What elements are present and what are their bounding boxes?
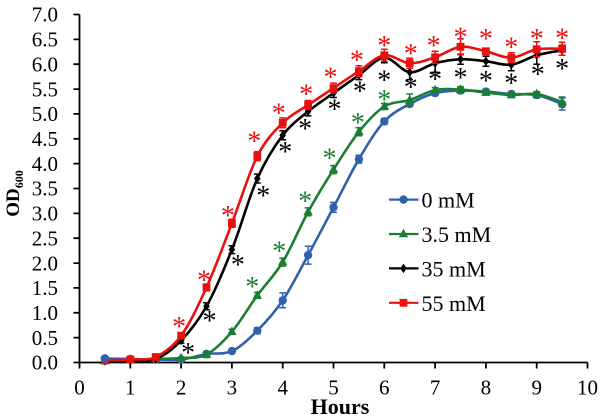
svg-text:*: * bbox=[377, 31, 391, 62]
svg-text:*: * bbox=[299, 80, 313, 111]
svg-text:7: 7 bbox=[430, 376, 441, 400]
svg-text:3.0: 3.0 bbox=[32, 202, 58, 226]
svg-text:*: * bbox=[454, 63, 468, 94]
svg-text:Hours: Hours bbox=[311, 394, 370, 419]
svg-text:3.5: 3.5 bbox=[32, 177, 58, 201]
svg-text:*: * bbox=[247, 127, 261, 158]
svg-text:0: 0 bbox=[74, 376, 85, 400]
svg-text:*: * bbox=[278, 137, 292, 168]
svg-text:55 mM: 55 mM bbox=[422, 291, 486, 316]
svg-text:6: 6 bbox=[379, 376, 390, 400]
svg-text:*: * bbox=[181, 338, 195, 369]
svg-text:*: * bbox=[555, 54, 569, 85]
svg-text:*: * bbox=[479, 24, 493, 55]
svg-text:5.5: 5.5 bbox=[32, 77, 58, 101]
svg-text:*: * bbox=[324, 63, 338, 94]
svg-text:*: * bbox=[351, 108, 365, 139]
svg-text:2: 2 bbox=[176, 376, 187, 400]
svg-text:2.5: 2.5 bbox=[32, 226, 58, 250]
svg-text:*: * bbox=[272, 237, 286, 268]
svg-text:*: * bbox=[231, 250, 245, 281]
svg-text:3: 3 bbox=[227, 376, 238, 400]
svg-text:*: * bbox=[353, 77, 367, 108]
svg-text:*: * bbox=[454, 22, 468, 53]
svg-text:0.5: 0.5 bbox=[32, 326, 58, 350]
svg-text:1.0: 1.0 bbox=[32, 301, 58, 325]
svg-text:6.0: 6.0 bbox=[32, 52, 58, 76]
svg-text:9: 9 bbox=[531, 376, 542, 400]
svg-text:1.5: 1.5 bbox=[32, 276, 58, 300]
svg-text:*: * bbox=[245, 272, 259, 303]
svg-text:*: * bbox=[530, 24, 544, 55]
svg-text:*: * bbox=[479, 66, 493, 97]
svg-text:0.0: 0.0 bbox=[32, 351, 58, 375]
svg-text:1: 1 bbox=[125, 376, 136, 400]
svg-text:*: * bbox=[428, 64, 442, 95]
svg-text:*: * bbox=[504, 32, 518, 63]
svg-text:5.0: 5.0 bbox=[32, 102, 58, 126]
svg-text:*: * bbox=[203, 306, 217, 337]
svg-text:8: 8 bbox=[481, 376, 492, 400]
svg-text:35 mM: 35 mM bbox=[422, 256, 486, 281]
svg-text:2.0: 2.0 bbox=[32, 251, 58, 275]
svg-text:4.5: 4.5 bbox=[32, 127, 58, 151]
svg-text:*: * bbox=[256, 181, 270, 212]
svg-text:*: * bbox=[531, 59, 545, 90]
svg-text:*: * bbox=[377, 85, 391, 116]
svg-text:*: * bbox=[328, 95, 342, 126]
svg-text:*: * bbox=[221, 201, 235, 232]
svg-text:0 mM: 0 mM bbox=[422, 188, 475, 213]
svg-text:4: 4 bbox=[277, 376, 288, 400]
svg-text:*: * bbox=[298, 114, 312, 145]
svg-text:*: * bbox=[298, 186, 312, 217]
svg-text:*: * bbox=[504, 68, 518, 99]
svg-text:4.0: 4.0 bbox=[32, 152, 58, 176]
svg-text:*: * bbox=[172, 312, 186, 343]
svg-text:*: * bbox=[323, 144, 337, 175]
svg-text:7.0: 7.0 bbox=[32, 3, 58, 27]
svg-text:*: * bbox=[272, 98, 286, 129]
svg-text:5: 5 bbox=[328, 376, 339, 400]
svg-text:*: * bbox=[377, 65, 391, 96]
svg-text:3.5 mM: 3.5 mM bbox=[422, 222, 492, 247]
svg-text:*: * bbox=[427, 31, 441, 62]
svg-text:*: * bbox=[404, 39, 418, 70]
svg-text:*: * bbox=[404, 73, 418, 104]
svg-text:*: * bbox=[555, 23, 569, 54]
svg-text:6.5: 6.5 bbox=[32, 28, 58, 52]
svg-text:10: 10 bbox=[577, 376, 598, 400]
svg-text:*: * bbox=[197, 266, 211, 297]
svg-text:*: * bbox=[350, 46, 364, 77]
